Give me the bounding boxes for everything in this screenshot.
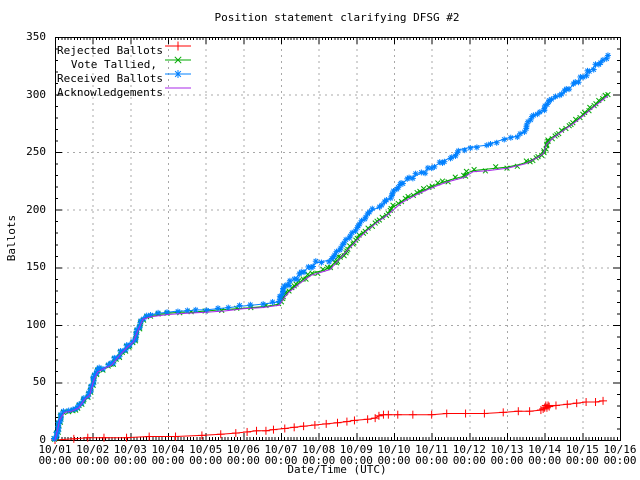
- x-tick-date: 10/09: [339, 443, 373, 456]
- x-tick-date: 10/05: [189, 443, 223, 456]
- x-tick-time: 00:00: [415, 454, 449, 467]
- y-tick-label: 150: [26, 260, 46, 274]
- x-tick-date: 10/11: [415, 443, 449, 456]
- line-sample-icon: [165, 87, 191, 89]
- x-tick-time: 00:00: [38, 454, 72, 467]
- x-tick-date: 10/01: [38, 443, 72, 456]
- x-tick-time: 00:00: [603, 454, 637, 467]
- x-tick-date: 10/13: [490, 443, 524, 456]
- x-tick-date: 10/04: [151, 443, 185, 456]
- x-tick-time: 00:00: [264, 454, 298, 467]
- y-tick-label: 0: [39, 433, 46, 446]
- legend-item-received-ballots: Received Ballots: [57, 67, 197, 85]
- x-tick-time: 00:00: [339, 454, 373, 467]
- x-tick-time: 00:00: [226, 454, 260, 467]
- legend-label: Acknowledgements: [57, 86, 163, 99]
- legend-item-rejected-ballots: Rejected Ballots: [57, 39, 197, 57]
- x-tick-time: 00:00: [302, 454, 336, 467]
- x-tick-date: 10/07: [264, 443, 298, 456]
- plus-marker-icon: [165, 41, 191, 51]
- x-tick-time: 00:00: [189, 454, 223, 467]
- x-tick-date: 10/14: [528, 443, 562, 456]
- x-tick-time: 00:00: [490, 454, 524, 467]
- x-tick-time: 00:00: [528, 454, 562, 467]
- legend-label: Received Ballots: [57, 72, 163, 85]
- cross-marker-icon: [165, 56, 191, 64]
- x-tick-date: 10/06: [226, 443, 260, 456]
- x-tick-time: 00:00: [76, 454, 110, 467]
- x-tick-time: 00:00: [565, 454, 599, 467]
- legend-label: Vote Tallied,: [70, 58, 157, 71]
- star-marker-icon: [165, 70, 191, 78]
- y-tick-label: 250: [26, 145, 46, 159]
- x-tick-date: 10/15: [565, 443, 599, 456]
- x-axis-label: Date/Time (UTC): [287, 463, 387, 476]
- x-tick-date: 10/16: [603, 443, 637, 456]
- x-tick-date: 10/02: [76, 443, 110, 456]
- y-tick-label: 100: [26, 317, 46, 331]
- x-tick-date: 10/08: [302, 443, 336, 456]
- x-tick-date: 10/03: [113, 443, 147, 456]
- x-tick-time: 00:00: [377, 454, 411, 467]
- x-tick-time: 00:00: [151, 454, 185, 467]
- y-tick-label: 200: [26, 202, 46, 216]
- x-tick-time: 00:00: [452, 454, 486, 467]
- legend-label: Rejected Ballots: [57, 44, 163, 57]
- y-tick-label: 50: [32, 375, 46, 389]
- legend-item-vote-tallied: Vote Tallied,: [57, 53, 197, 71]
- x-tick-date: 10/10: [377, 443, 411, 456]
- x-tick-time: 00:00: [113, 454, 147, 467]
- chart-title: Position statement clarifying DFSG #2: [214, 11, 460, 24]
- legend-item-acknowledgements: Acknowledgements: [57, 81, 197, 99]
- y-tick-label: 350: [26, 30, 46, 43]
- y-tick-label: 300: [26, 87, 46, 101]
- x-tick-date: 10/12: [452, 443, 486, 456]
